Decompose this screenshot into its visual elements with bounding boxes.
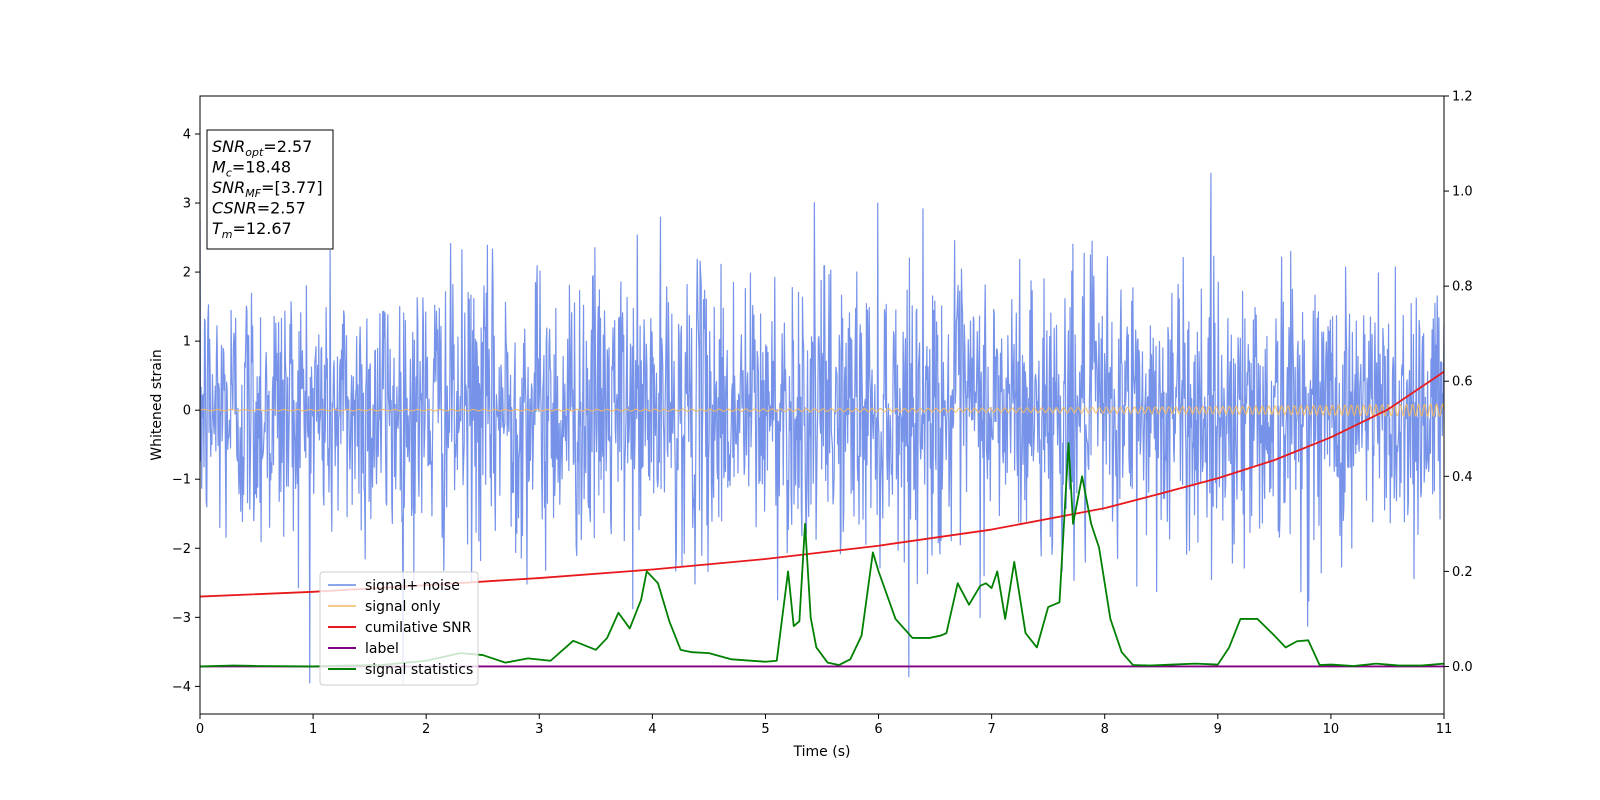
y-axis-right: 0.0 0.2 0.4 0.6 0.8 1.0 1.2 — [1444, 90, 1473, 675]
y-left-tick-label: 3 — [183, 197, 191, 212]
y-left-tick-label: −1 — [172, 473, 191, 488]
y-right-tick-label: 1.0 — [1452, 185, 1473, 200]
y-right-tick-label: 0.0 — [1452, 660, 1473, 675]
legend-label: signal statistics — [365, 662, 473, 678]
x-tick-label: 3 — [535, 722, 543, 737]
y-right-tick-label: 0.6 — [1452, 375, 1473, 390]
plot-frame — [199, 95, 1445, 715]
y-left-tick-label: −2 — [172, 542, 191, 557]
x-axis: 0 1 2 3 4 5 6 7 8 9 10 11 — [196, 714, 1452, 737]
y-left-tick-label: −3 — [172, 611, 191, 626]
legend-label: signal+ noise — [365, 578, 460, 594]
y-axis-left: −4 −3 −2 −1 0 1 2 3 4 — [172, 127, 200, 695]
y-left-tick-label: 0 — [183, 404, 191, 419]
legend-frame — [319, 571, 479, 686]
x-axis-label: Time (s) — [793, 744, 851, 760]
annotation-line: Mc=18.48 — [212, 158, 291, 180]
x-tick-label: 2 — [422, 722, 430, 737]
annotation-box: SNRopt=2.57Mc=18.48SNRMF=[3.77]CSNR=2.57… — [206, 129, 334, 250]
x-tick-label: 10 — [1323, 722, 1340, 737]
x-tick-label: 7 — [987, 722, 995, 737]
signal-noise-line — [200, 172, 1444, 684]
y-right-tick-label: 1.2 — [1452, 90, 1473, 105]
x-tick-label: 11 — [1436, 722, 1453, 737]
y-right-tick-label: 0.8 — [1452, 280, 1473, 295]
annotation-line: Tm=12.67 — [212, 219, 292, 241]
x-tick-label: 0 — [196, 722, 204, 737]
x-tick-label: 4 — [648, 722, 656, 737]
y-left-tick-label: 4 — [183, 127, 191, 142]
y-left-tick-label: 2 — [183, 266, 191, 281]
legend: signal+ noise signal only cumilative SNR la… — [319, 571, 479, 686]
annotation-frame — [206, 129, 334, 250]
x-tick-label: 1 — [309, 722, 317, 737]
annotation-line: SNRMF=[3.77] — [212, 178, 323, 200]
y-right-tick-label: 0.4 — [1452, 470, 1473, 485]
x-tick-label: 8 — [1101, 722, 1109, 737]
signal-statistics-line — [200, 442, 1444, 668]
y-left-tick-label: −4 — [172, 680, 191, 695]
legend-label: label — [365, 641, 399, 657]
y-left-tick-label: 1 — [183, 335, 191, 350]
legend-label: cumilative SNR — [365, 620, 472, 636]
signal-only-line — [200, 403, 1444, 417]
x-tick-label: 5 — [761, 722, 769, 737]
y-right-tick-label: 0.2 — [1452, 565, 1473, 580]
x-tick-label: 6 — [874, 722, 882, 737]
annotation-line: CSNR=2.57 — [212, 199, 306, 218]
y-axis-label: Whitened strain — [149, 349, 165, 460]
annotation-line: SNRopt=2.57 — [212, 137, 312, 159]
legend-label: signal only — [365, 599, 440, 615]
x-tick-label: 9 — [1214, 722, 1222, 737]
